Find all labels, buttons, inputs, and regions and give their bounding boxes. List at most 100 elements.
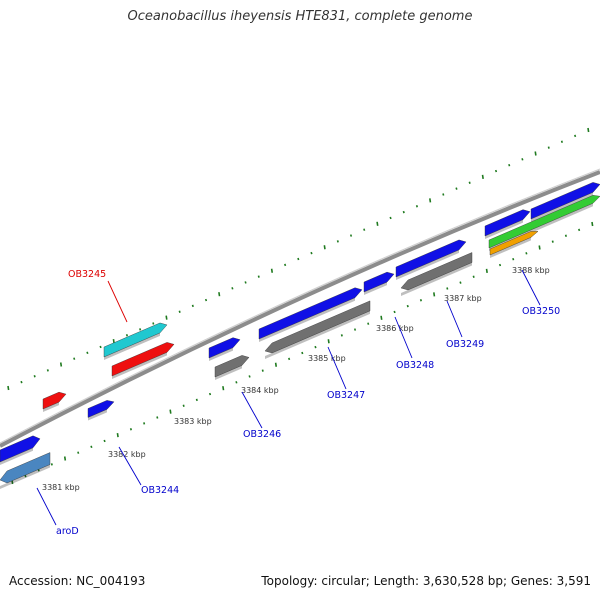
inner-tick-mark: [156, 416, 159, 419]
outer-tick-mark: [297, 257, 300, 261]
outer-tick-mark: [59, 362, 63, 367]
outer-tick-mark: [204, 298, 208, 302]
inner-tick-mark: [538, 245, 541, 250]
gene-arrow-blue: [363, 271, 395, 293]
inner-tick-mark: [24, 474, 27, 478]
inner-tick-mark: [288, 357, 291, 361]
gene-arrow-steel-shade: [0, 464, 50, 489]
inner-tick-mark: [261, 369, 264, 372]
outer-tick-mark: [415, 204, 419, 208]
outer-tick-mark: [574, 134, 577, 138]
inner-tick-mark: [208, 392, 212, 396]
outer-tick-mark: [534, 151, 537, 156]
outer-tick-mark: [363, 228, 366, 231]
gene-arrow-blue-shade: [259, 297, 355, 342]
inner-tick-mark: [591, 221, 594, 227]
outer-tick-mark: [99, 345, 102, 349]
inner-tick-mark: [380, 315, 383, 320]
outer-tick-mark: [323, 245, 326, 250]
gene-leader-line: [107, 280, 128, 323]
gene-arrow-blue-shade: [396, 249, 459, 280]
tick-label: 3386 kbp: [376, 324, 414, 333]
gene-label-ob3245: OB3245: [68, 269, 106, 280]
outer-tick-mark: [178, 310, 181, 314]
outer-tick-mark: [86, 351, 89, 355]
gene-arrow-steel: [0, 452, 51, 484]
gene-arrow-red: [111, 342, 175, 377]
outer-tick-mark: [402, 210, 405, 214]
outer-tick-mark: [376, 221, 379, 226]
inner-tick-mark: [235, 381, 238, 384]
outer-tick-mark: [139, 328, 142, 331]
inner-tick-mark: [314, 345, 317, 349]
tick-label: 3385 kbp: [308, 354, 346, 363]
outer-tick-mark: [20, 380, 23, 384]
gene-arrow-blue: [0, 435, 41, 463]
gene-arrow-blue: [87, 400, 115, 418]
outer-tick-mark: [455, 187, 458, 190]
inner-tick-mark: [446, 287, 449, 290]
outer-tick-mark: [73, 357, 76, 360]
gene-label-ob3247: OB3247: [327, 390, 365, 401]
inner-tick-mark: [116, 432, 119, 438]
inner-tick-mark: [143, 422, 146, 425]
accession-text: Accession: NC_004193: [9, 574, 146, 588]
map-title: Oceanobacillus iheyensis HTE831, complet…: [127, 9, 473, 24]
gene-arrow-orange: [489, 231, 539, 256]
outer-tick-mark: [112, 338, 115, 344]
gene-arrow-gray: [264, 300, 371, 354]
gene-leader-line: [521, 269, 541, 306]
tick-label: 3381 kbp: [42, 483, 80, 492]
inner-tick-mark: [393, 310, 396, 314]
outer-tick-mark: [284, 263, 287, 267]
outer-tick-mark: [468, 181, 471, 185]
gene-arrow-cyan-shade: [104, 332, 160, 360]
outer-tick-mark: [547, 146, 550, 149]
inner-tick-mark: [77, 451, 80, 454]
outer-tick-mark: [165, 315, 168, 320]
inner-tick-mark: [129, 427, 133, 431]
inner-tick-mark: [498, 263, 502, 267]
gene-leader-line: [118, 446, 142, 486]
gene-leader-line: [36, 487, 57, 526]
gene-arrow-red: [42, 391, 67, 410]
outer-tick-mark: [349, 234, 353, 237]
inner-tick-mark: [353, 328, 357, 331]
inner-tick-mark: [551, 240, 554, 243]
gene-arrow-blue-shade: [364, 282, 387, 295]
outer-tick-mark: [587, 127, 590, 133]
inner-tick-mark: [50, 463, 53, 466]
outer-tick-mark: [257, 275, 260, 278]
gene-label-ob3244: OB3244: [141, 485, 179, 496]
inner-tick-mark: [195, 398, 198, 402]
gene-leader-line: [446, 300, 463, 338]
outer-tick-mark: [46, 369, 49, 372]
outer-tick-mark: [244, 281, 247, 284]
inner-tick-mark: [406, 304, 409, 308]
outer-tick-mark: [442, 193, 445, 196]
inner-tick-mark: [63, 456, 67, 461]
outer-tick-mark: [270, 268, 274, 273]
gene-leader-line: [394, 316, 413, 359]
gene-arrow-gray-shade: [215, 365, 242, 380]
inner-tick-mark: [472, 275, 475, 279]
inner-tick-mark: [525, 252, 528, 255]
genome-summary-text: Topology: circular; Length: 3,630,528 bp…: [261, 574, 591, 588]
outer-tick-mark: [125, 333, 129, 337]
inner-tick-mark: [274, 362, 278, 367]
gene-arrow-gray: [400, 252, 473, 291]
inner-tick-mark: [222, 386, 225, 391]
gene-arrow-blue-shade: [209, 347, 233, 361]
outer-tick-mark: [218, 292, 221, 297]
gene-label-arod: aroD: [56, 526, 79, 537]
outer-tick-mark: [231, 287, 234, 290]
inner-tick-mark: [564, 234, 568, 237]
tick-label: 3382 kbp: [108, 450, 146, 459]
inner-tick-mark: [248, 375, 251, 378]
outer-tick-mark: [429, 198, 432, 203]
gene-arrow-gray-shade: [265, 310, 370, 359]
gene-leader-line: [327, 346, 347, 390]
inner-tick-mark: [169, 409, 172, 414]
gene-arrow-gray-shade: [401, 262, 472, 296]
